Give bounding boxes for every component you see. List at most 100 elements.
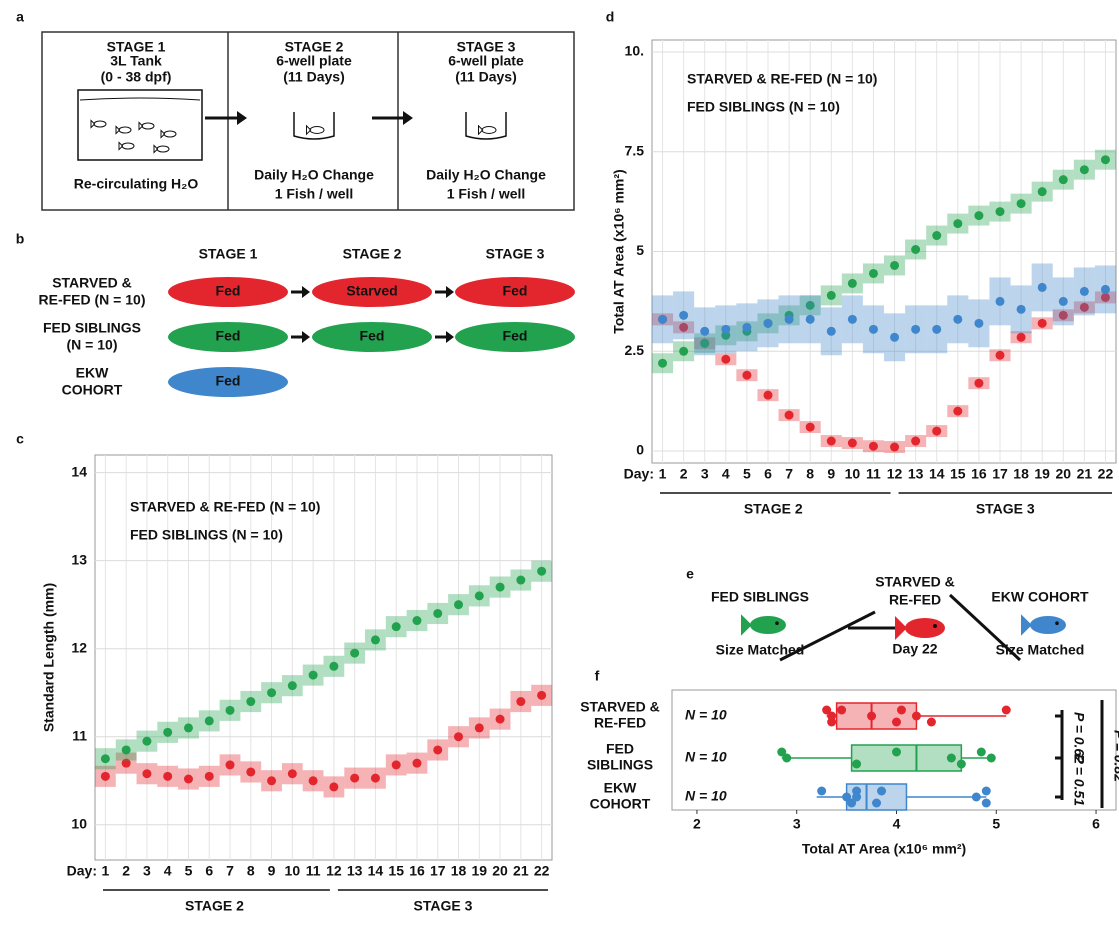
mean-point [806, 423, 815, 432]
y-tick-label: 11 [72, 727, 87, 743]
x-tick-label: 10 [285, 863, 301, 879]
stage-vessel: 3L Tank [110, 53, 162, 69]
group-sub: Size Matched [996, 642, 1085, 658]
arrow-head [302, 331, 310, 343]
stage-caption: 1 Fish / well [275, 186, 354, 202]
mean-point [742, 323, 751, 332]
page: abcdefSTAGE 13L Tank(0 - 38 dpf)Re-circu… [0, 0, 1119, 948]
mean-point [785, 411, 794, 420]
water [80, 98, 200, 100]
row-label: (N = 10) [67, 337, 118, 353]
mean-point [721, 325, 730, 334]
mean-point [848, 439, 857, 448]
mean-point [658, 359, 667, 368]
mean-point [537, 567, 546, 576]
data-point [957, 760, 966, 769]
stage-caption: Daily H₂O Change [426, 167, 546, 183]
data-point [1002, 706, 1011, 715]
mean-point [869, 325, 878, 334]
mean-point [184, 775, 193, 784]
data-point [977, 748, 986, 757]
stage-header: STAGE 2 [343, 246, 402, 262]
cell-label: Fed [503, 328, 528, 344]
mean-point [288, 681, 297, 690]
x-tick-label: 10 [845, 466, 861, 482]
mean-point [142, 769, 151, 778]
data-point [897, 706, 906, 715]
fish-body [310, 127, 324, 134]
x-tick-label: 14 [929, 466, 945, 482]
x-tick-label: 19 [472, 863, 488, 879]
mean-point [309, 671, 318, 680]
panel-label: f [595, 668, 600, 684]
x-tick-label: 9 [268, 863, 276, 879]
x-tick-label: 15 [388, 863, 404, 879]
group-label: STARVED & [875, 574, 955, 590]
mean-point [392, 760, 401, 769]
mean-point [267, 688, 276, 697]
y-tick-label: 12 [71, 639, 87, 655]
mean-point [246, 697, 255, 706]
mean-point [454, 600, 463, 609]
mean-point [974, 211, 983, 220]
mean-point [1017, 333, 1026, 342]
cell-label: Fed [216, 373, 241, 389]
group-name: EKW [604, 780, 637, 796]
mean-point [1080, 287, 1089, 296]
mean-point [516, 576, 525, 585]
mean-point [142, 737, 151, 746]
fish-body [94, 121, 106, 127]
mean-point [764, 391, 773, 400]
legend-entry: STARVED & RE-FED (N = 10) [130, 499, 320, 515]
mean-point [1059, 297, 1068, 306]
data-point [982, 787, 991, 796]
y-tick-label: 14 [71, 463, 87, 479]
x-tick-label: 22 [534, 863, 550, 879]
y-tick-label: 0 [636, 442, 644, 458]
mean-point [371, 635, 380, 644]
mean-point [101, 772, 110, 781]
mean-point [163, 728, 172, 737]
p-value: P = 0.51 [1071, 754, 1087, 806]
data-point [852, 793, 861, 802]
group-label: EKW COHORT [991, 589, 1089, 605]
mean-point [392, 622, 401, 631]
x-tick-label: 20 [1055, 466, 1071, 482]
group-label: RE-FED [889, 592, 941, 608]
x-tick-label: 20 [492, 863, 508, 879]
row-label: FED SIBLINGS [43, 320, 141, 336]
group-name: RE-FED [594, 715, 646, 731]
x-prefix: Day: [624, 466, 654, 482]
mean-point [974, 319, 983, 328]
mean-point [890, 443, 899, 452]
arrow-head [237, 111, 247, 125]
row-label: COHORT [62, 382, 123, 398]
y-tick-label: 5 [636, 242, 644, 258]
x-tick-label: 5 [992, 816, 1000, 832]
fish-body [142, 123, 154, 129]
mean-point [1017, 199, 1026, 208]
y-axis-label: Total AT Area (x10⁶ mm²) [611, 169, 627, 333]
x-tick-label: 4 [164, 863, 172, 879]
legend-entry: STARVED & RE-FED (N = 10) [687, 71, 877, 87]
x-axis-label: Total AT Area (x10⁶ mm²) [802, 841, 966, 857]
data-point [872, 799, 881, 808]
mean-point [848, 315, 857, 324]
row-label: STARVED & [52, 275, 132, 291]
p-value: P = 0.82 [1111, 730, 1119, 782]
mean-point [433, 745, 442, 754]
x-tick-label: 12 [326, 863, 342, 879]
x-tick-label: 21 [1077, 466, 1093, 482]
x-tick-label: 7 [785, 466, 793, 482]
stage-header: STAGE 1 [199, 246, 258, 262]
mean-point [496, 583, 505, 592]
data-point [852, 760, 861, 769]
panel-label: d [606, 9, 615, 25]
mean-point [267, 776, 276, 785]
mean-point [226, 760, 235, 769]
group-label: FED SIBLINGS [711, 589, 809, 605]
x-tick-label: 13 [347, 863, 363, 879]
well [294, 112, 334, 139]
panel-label: a [16, 9, 24, 25]
cell-label: Starved [346, 283, 397, 299]
